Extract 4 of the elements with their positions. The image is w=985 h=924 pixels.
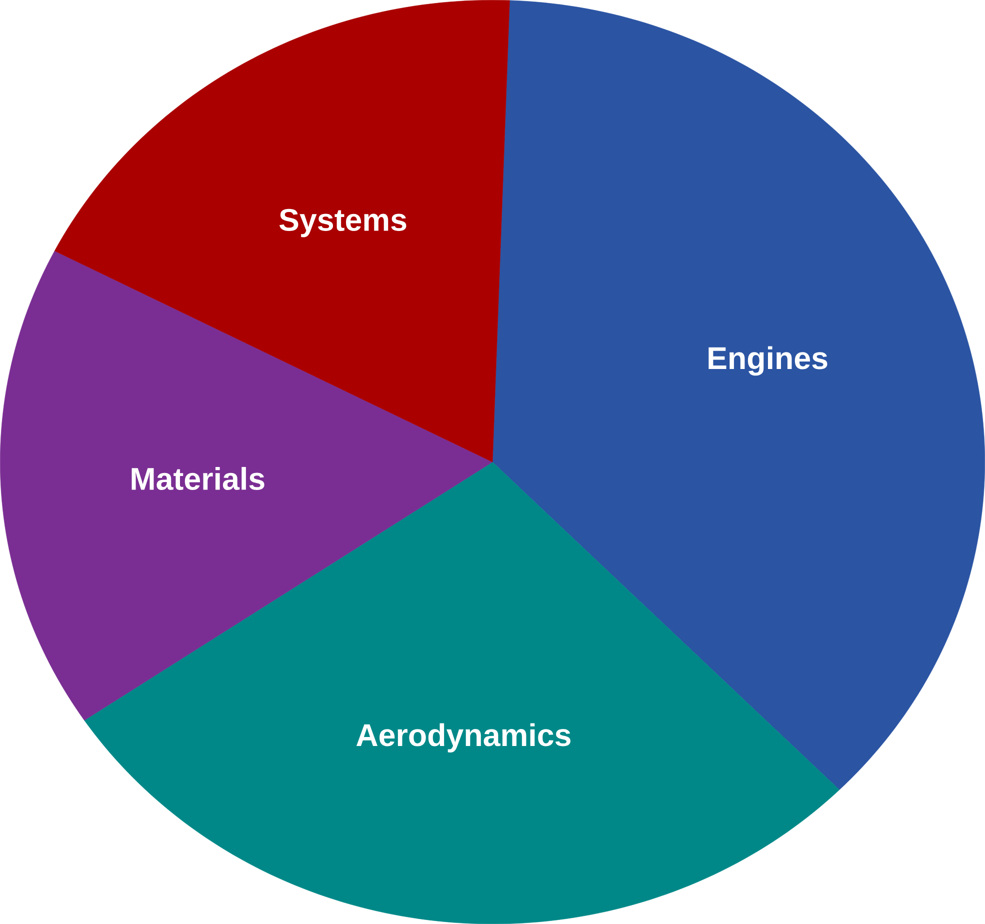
slice-label: Aerodynamics [356,723,570,752]
slice-label: Engines [708,346,828,376]
slice-label: Systems [279,208,406,238]
slice-label: Materials [132,466,264,490]
